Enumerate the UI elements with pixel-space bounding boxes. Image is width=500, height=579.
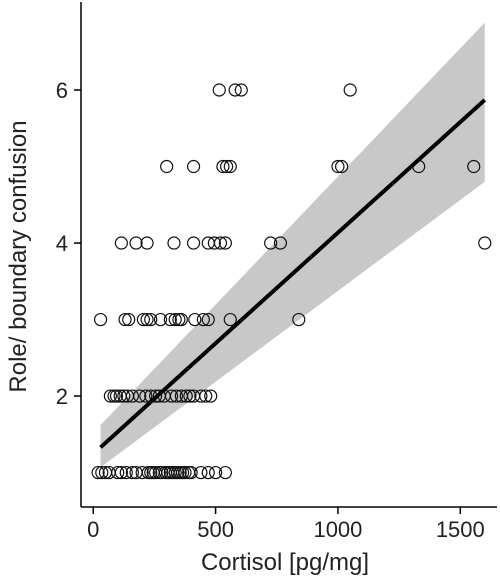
data-point bbox=[169, 389, 184, 403]
y-tick-label: 2 bbox=[56, 384, 68, 409]
x-axis-title: Cortisol [pg/mg] bbox=[201, 549, 369, 576]
data-point bbox=[122, 312, 136, 327]
data-point bbox=[186, 159, 201, 174]
y-axis-title: Role/ boundary confusion bbox=[5, 120, 32, 392]
data-point bbox=[125, 465, 139, 480]
confidence-band bbox=[100, 22, 485, 468]
data-point bbox=[194, 389, 208, 403]
data-point bbox=[136, 312, 150, 327]
data-point bbox=[201, 465, 215, 480]
data-point bbox=[228, 83, 242, 97]
data-point bbox=[207, 236, 221, 250]
data-point bbox=[292, 312, 306, 327]
data-point bbox=[93, 312, 108, 327]
data-point bbox=[140, 236, 154, 250]
data-point bbox=[114, 465, 128, 480]
data-point bbox=[208, 465, 223, 480]
data-point bbox=[95, 465, 109, 480]
data-point bbox=[478, 236, 492, 250]
data-point bbox=[331, 159, 345, 174]
data-point bbox=[213, 236, 228, 250]
data-point bbox=[174, 312, 188, 327]
x-tick-label: 500 bbox=[197, 517, 234, 542]
data-point bbox=[201, 312, 215, 327]
data-point bbox=[135, 465, 149, 480]
x-tick-label: 1500 bbox=[436, 517, 485, 542]
data-point bbox=[467, 159, 481, 174]
y-tick-label: 6 bbox=[56, 78, 68, 103]
axis-ticks: 0 500 1000 1500 2 4 6 bbox=[56, 78, 485, 542]
data-point bbox=[103, 389, 117, 403]
data-point bbox=[188, 312, 202, 327]
data-point bbox=[164, 389, 179, 403]
x-tick-label: 1000 bbox=[313, 517, 362, 542]
data-point bbox=[179, 389, 193, 403]
data-point bbox=[140, 312, 154, 327]
data-point bbox=[118, 312, 132, 327]
regression-line bbox=[99, 98, 487, 449]
y-tick-label: 4 bbox=[56, 231, 68, 256]
scatter-points bbox=[91, 83, 492, 480]
data-point bbox=[220, 159, 234, 174]
data-point bbox=[223, 159, 237, 174]
data-point bbox=[109, 389, 124, 403]
data-point bbox=[149, 389, 163, 403]
data-point bbox=[129, 236, 143, 250]
data-point bbox=[194, 465, 208, 480]
data-point bbox=[160, 159, 174, 174]
data-point bbox=[139, 389, 153, 403]
data-point bbox=[114, 236, 128, 250]
data-point bbox=[273, 236, 288, 250]
data-point bbox=[155, 465, 169, 480]
data-point bbox=[91, 465, 105, 480]
data-point bbox=[133, 389, 147, 403]
x-tick-label: 0 bbox=[87, 517, 99, 542]
data-point bbox=[343, 83, 357, 97]
data-point bbox=[216, 159, 230, 174]
data-point bbox=[178, 465, 192, 480]
data-point bbox=[199, 389, 213, 403]
data-point bbox=[167, 236, 181, 250]
data-point bbox=[335, 159, 349, 174]
data-point bbox=[111, 465, 125, 480]
data-point bbox=[204, 389, 218, 403]
data-point bbox=[163, 312, 177, 327]
data-point bbox=[223, 312, 237, 327]
data-point bbox=[183, 389, 197, 403]
data-point bbox=[234, 83, 248, 97]
data-point bbox=[168, 312, 182, 327]
data-point bbox=[218, 465, 232, 480]
data-point bbox=[144, 312, 158, 327]
data-point bbox=[264, 236, 278, 250]
data-point bbox=[196, 312, 210, 327]
data-point bbox=[186, 236, 201, 250]
data-point bbox=[119, 465, 133, 480]
data-point bbox=[125, 389, 139, 403]
data-point bbox=[153, 312, 168, 327]
data-point bbox=[212, 83, 226, 97]
data-point bbox=[184, 465, 198, 480]
confidence-band-group bbox=[100, 22, 485, 468]
data-point bbox=[117, 389, 131, 403]
data-point bbox=[218, 236, 232, 250]
